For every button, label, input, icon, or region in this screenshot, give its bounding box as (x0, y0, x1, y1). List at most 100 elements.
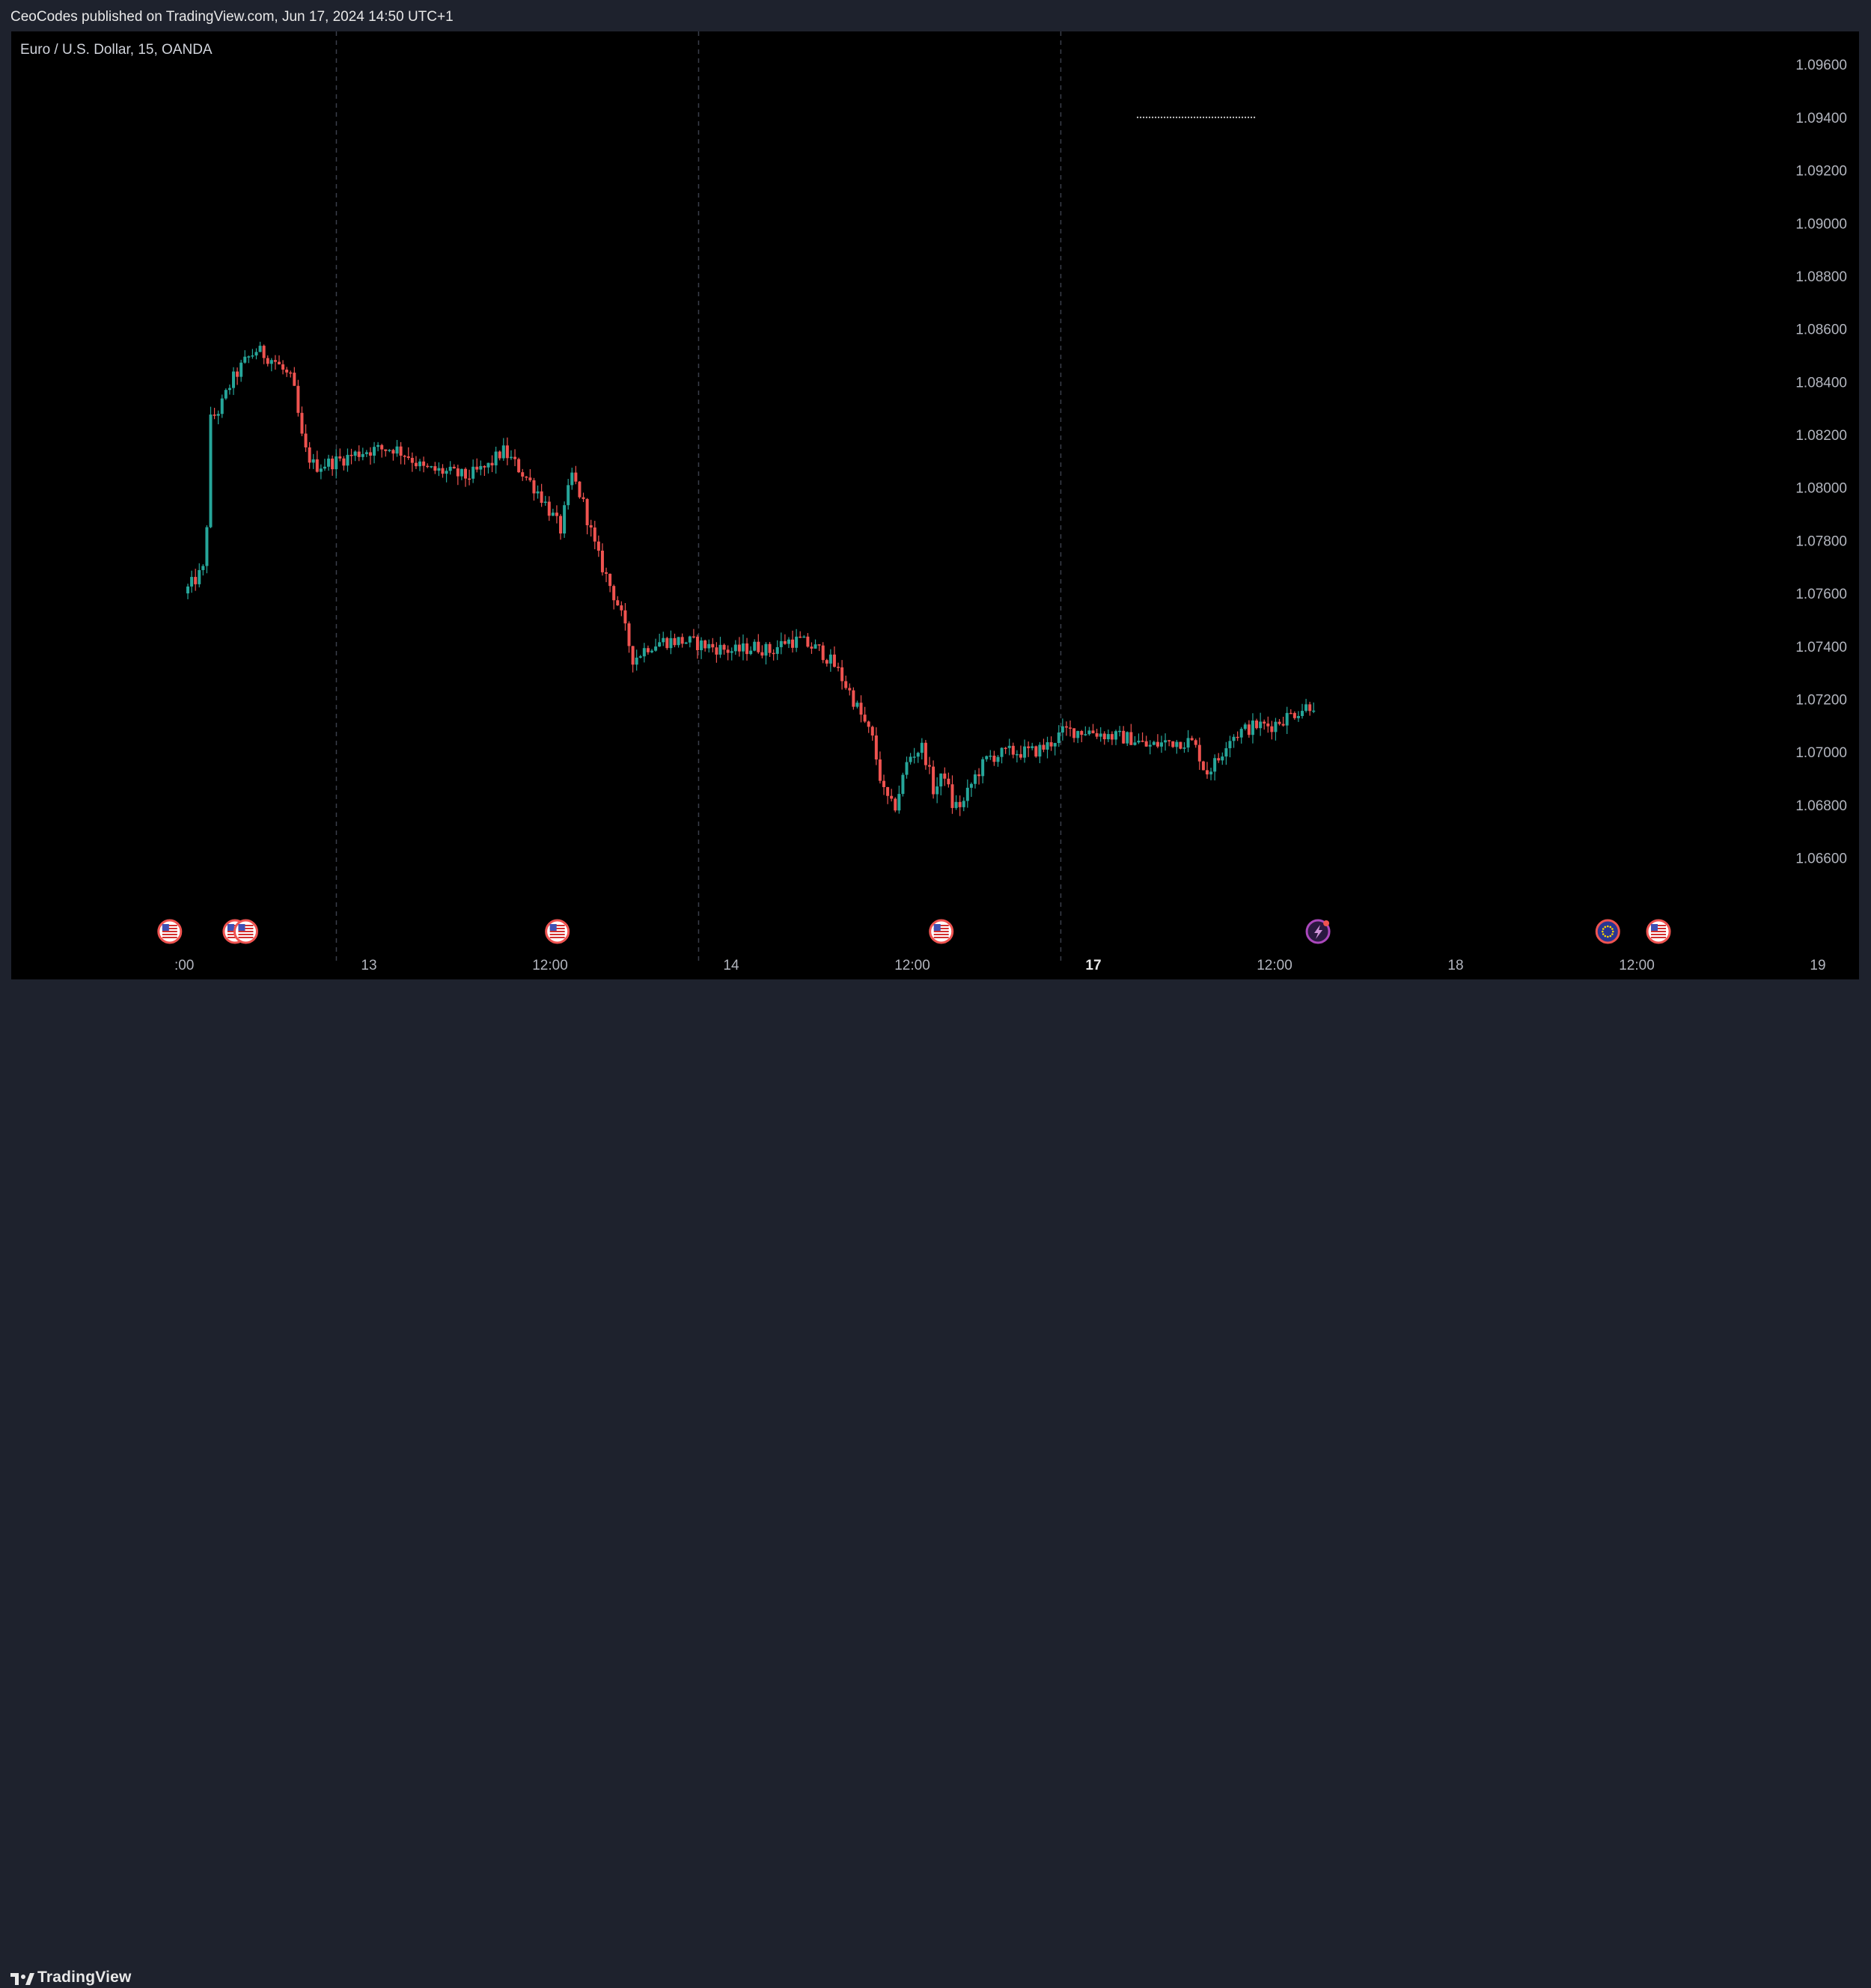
x-tick-label: 17 (1085, 958, 1101, 973)
candle-body (205, 527, 209, 566)
candle-body (543, 501, 547, 504)
us-flag-event-icon[interactable] (929, 919, 954, 944)
candle-body (890, 795, 894, 799)
candle-body (346, 454, 350, 466)
candle-body (468, 478, 471, 480)
candle-body (281, 364, 285, 370)
candle-body (364, 452, 368, 454)
candle-body (787, 639, 790, 644)
candle-body (273, 360, 277, 362)
candle-body (623, 610, 627, 624)
candle-body (1114, 731, 1118, 740)
candle-body (486, 462, 490, 468)
candle-body (243, 356, 247, 363)
y-tick-label: 1.06600 (1795, 851, 1847, 867)
candle-body (627, 623, 631, 646)
candle-body (1023, 746, 1027, 758)
us-flag-event-icon[interactable] (233, 919, 258, 944)
candle-body (1270, 726, 1274, 732)
lightning-event-icon[interactable] (1305, 919, 1331, 944)
candle-body (1159, 742, 1163, 747)
candle-body (391, 450, 395, 454)
candle-body (737, 644, 741, 652)
candle-body (894, 798, 897, 811)
candle-body (406, 456, 410, 458)
candle-body (1239, 729, 1243, 738)
chart-area[interactable]: Euro / U.S. Dollar, 15, OANDA 1.06600 1.06… (11, 31, 1859, 979)
candle-body (605, 572, 608, 574)
candle-body (304, 433, 308, 447)
candle-body (927, 765, 931, 767)
candle-body (635, 657, 638, 665)
candle-body (878, 759, 882, 781)
us-flag-event-icon[interactable] (545, 919, 570, 944)
candle-body (532, 480, 536, 494)
candle-body (981, 759, 985, 777)
candle-body (1186, 738, 1190, 748)
candle-body (1304, 704, 1308, 712)
candle-body (1019, 753, 1022, 758)
candle-body (760, 652, 764, 656)
y-tick-label: 1.08800 (1795, 269, 1847, 285)
candle-body (445, 471, 448, 474)
candle-body (266, 358, 269, 364)
candle-body (311, 459, 315, 463)
publisher-line: CeoCodes published on TradingView.com, J… (10, 9, 454, 25)
candle-body (513, 456, 517, 459)
candle-body (350, 454, 353, 456)
candle-body (509, 456, 513, 459)
candle-body (1133, 742, 1137, 745)
candle-body (1076, 731, 1080, 738)
candle-body (726, 649, 730, 653)
candle-body (695, 636, 699, 650)
candle-body (1007, 745, 1011, 748)
candle-body (323, 466, 326, 469)
candle-body (722, 644, 726, 650)
us-flag-event-icon[interactable] (157, 919, 183, 944)
candle-body (832, 654, 836, 667)
x-tick-label: 19 (1810, 958, 1825, 973)
candle-body (932, 766, 935, 795)
candle-body (547, 501, 551, 516)
candle-body (612, 586, 616, 601)
candle-body (799, 636, 802, 638)
candle-body (828, 654, 832, 664)
candle-body (410, 457, 414, 463)
candle-body (388, 450, 391, 451)
candle-body (1217, 758, 1221, 761)
candle-body (1057, 732, 1060, 744)
candle-body (859, 703, 863, 715)
candle-body (1102, 733, 1106, 740)
candle-body (741, 643, 745, 652)
candlestick-chart[interactable]: Euro / U.S. Dollar, 15, OANDA 1.06600 1.06… (11, 31, 1859, 979)
candle-body (700, 640, 703, 650)
candle-body (665, 637, 669, 649)
candle-body (494, 451, 498, 465)
candle-body (654, 646, 658, 651)
x-tick-label: 12:00 (894, 958, 930, 973)
x-tick-label: 14 (723, 958, 739, 973)
candle-body (1129, 732, 1133, 745)
candle-body (1011, 745, 1015, 755)
candle-body (753, 641, 757, 651)
candle-body (1091, 730, 1095, 733)
candle-body (1274, 721, 1278, 732)
candle-body (852, 690, 855, 707)
candle-body (775, 646, 779, 654)
candle-body (1224, 748, 1228, 757)
candle-body (1069, 727, 1072, 729)
eu-flag-event-icon[interactable] (1595, 919, 1620, 944)
us-flag-event-icon[interactable] (1646, 919, 1671, 944)
candle-body (863, 715, 867, 722)
candle-body (1308, 704, 1312, 712)
candle-body (1247, 724, 1251, 735)
candle-body (1015, 753, 1019, 756)
candle-body (1072, 728, 1076, 738)
candle-body (950, 784, 954, 808)
candle-body (315, 459, 319, 472)
candle-body (817, 644, 821, 646)
candle-body (1243, 724, 1247, 730)
candle-body (501, 445, 505, 459)
candle-body (1095, 732, 1099, 737)
candle-body (357, 451, 361, 457)
